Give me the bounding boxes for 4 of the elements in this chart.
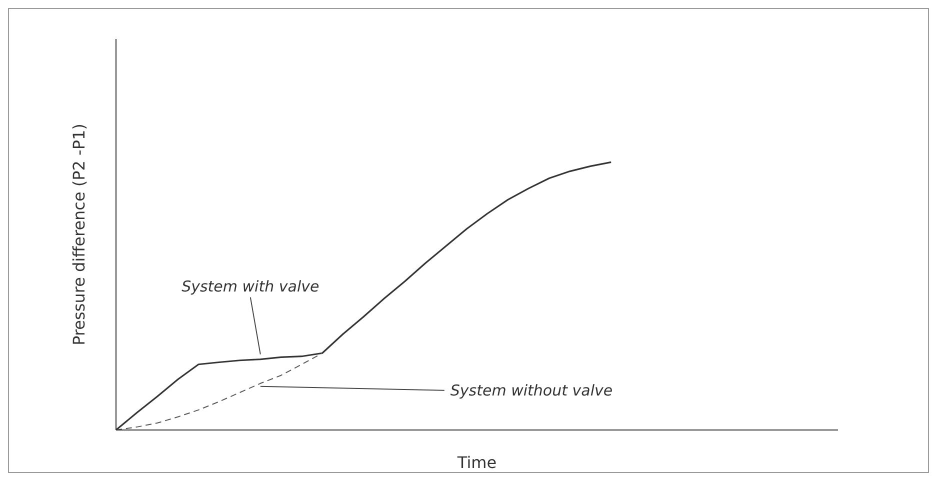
x-axis-title: Time — [456, 453, 497, 472]
y-axis-title: Pressure difference (P2 -P1) — [70, 124, 89, 346]
annotation: System with valve — [182, 277, 320, 296]
annotation: System without valve — [450, 381, 613, 400]
